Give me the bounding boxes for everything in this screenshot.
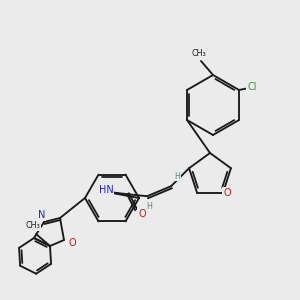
Text: HN: HN [99,185,113,195]
Text: N: N [38,210,46,220]
Text: O: O [223,188,231,198]
Text: O: O [68,238,76,248]
Text: CH₃: CH₃ [192,49,206,58]
Text: O: O [138,209,146,219]
Text: H: H [146,202,152,211]
Text: Cl: Cl [247,82,257,92]
Text: H: H [174,172,180,181]
Text: CH₃: CH₃ [26,221,40,230]
